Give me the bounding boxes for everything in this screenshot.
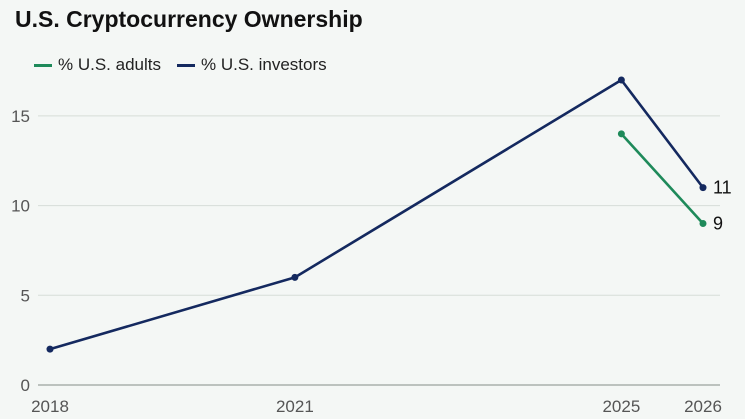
x-tick-label-2021: 2021: [276, 397, 314, 416]
y-tick-label-0: 0: [21, 376, 30, 395]
legend-label-adults: % U.S. adults: [58, 55, 161, 74]
x-tick-label-2025: 2025: [602, 397, 640, 416]
legend: % U.S. adults % U.S. investors: [34, 55, 343, 75]
legend-label-investors: % U.S. investors: [201, 55, 327, 74]
series-line-0: [620, 132, 704, 225]
data-point-0-2025: [617, 130, 625, 138]
data-point-0-2026: [699, 220, 707, 228]
y-tick-label-15: 15: [11, 107, 30, 126]
legend-item-investors: % U.S. investors: [177, 55, 327, 75]
x-tick-label-2026: 2026: [684, 397, 722, 416]
data-point-1-2025: [617, 76, 625, 84]
legend-swatch-investors: [177, 63, 195, 67]
data-point-1-2026: [699, 184, 707, 192]
x-tick-label-2018: 2018: [31, 397, 69, 416]
y-tick-label-10: 10: [11, 197, 30, 216]
legend-swatch-adults: [34, 63, 52, 67]
series-line-1: [49, 78, 705, 351]
data-point-1-2018: [46, 345, 54, 353]
end-label-1: 11: [713, 178, 732, 198]
data-point-1-2021: [291, 273, 299, 281]
legend-item-adults: % U.S. adults: [34, 55, 161, 75]
chart-title: U.S. Cryptocurrency Ownership: [15, 6, 363, 32]
end-label-0: 9: [713, 214, 723, 234]
y-tick-label-5: 5: [21, 286, 30, 305]
